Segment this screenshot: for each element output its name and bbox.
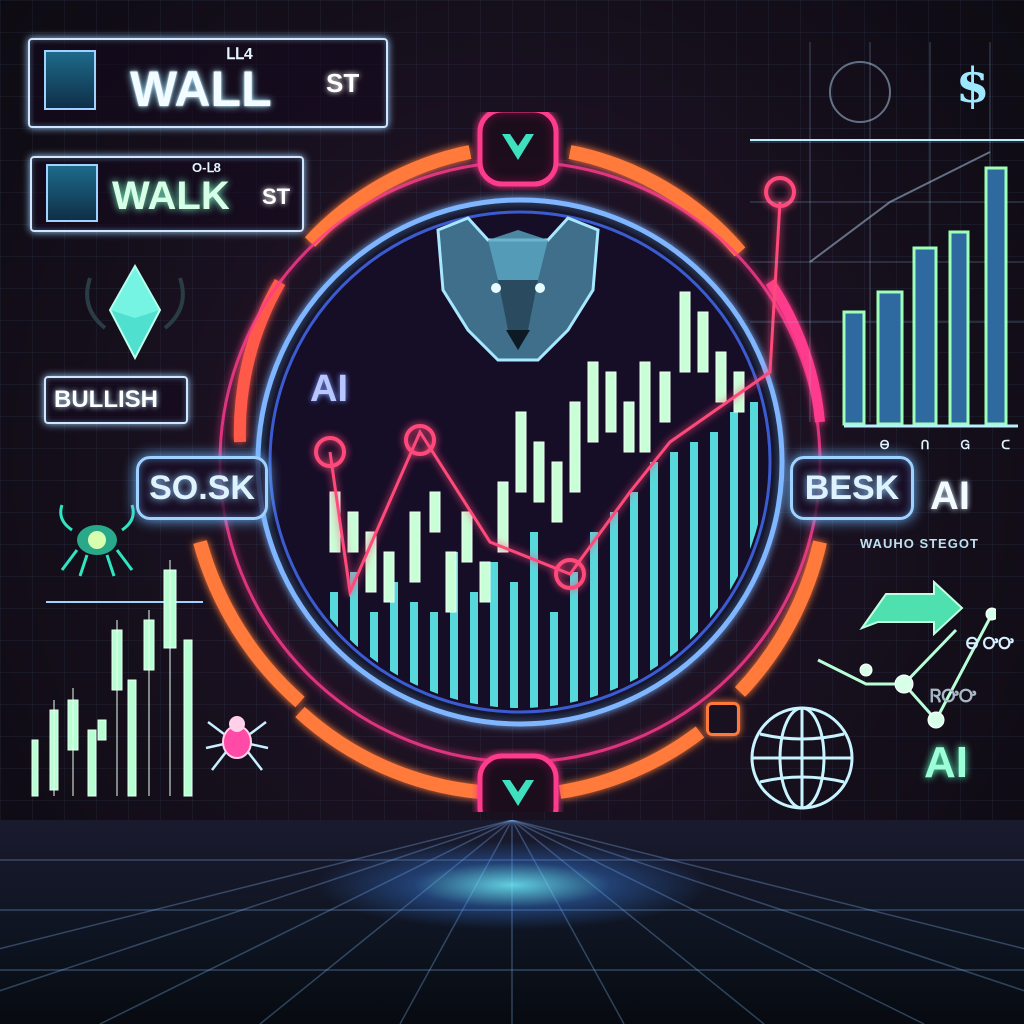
spider-icon [205,716,269,771]
sign-tag: O-ᒪ8 [192,160,221,175]
right-strip-label: WAUHO STEGOT [860,536,979,551]
bear-head-icon [436,216,600,362]
so-sk-button[interactable]: SO.SK [136,456,268,520]
sign-ticker: ST [326,68,360,98]
crab-icon [59,504,135,577]
sign-title: WALK [112,174,230,218]
besk-button[interactable]: BESK [790,456,914,520]
wall-st-sign: ᒪᒪ4 WALL ST [28,38,388,128]
arrow-right-icon [859,580,964,636]
right-small-label: Ꮎ ᎤᎤ [966,636,1014,653]
right-bar-chart [750,42,1024,428]
ai-right-label: AI [930,474,970,518]
floor-glow [312,840,712,930]
sign-image [44,50,96,110]
ai-bottom-right-label: AI [924,738,968,787]
diamond-crystal-icon [85,263,185,361]
sign-ticker: ST [262,184,291,209]
small-badge [706,702,740,736]
sign-title: WALL [130,61,272,117]
walk-st-sign: O-ᒪ8 WALK ST [30,156,304,232]
dollar-symbol: $ [956,58,990,114]
globe-icon [750,706,854,810]
bullish-label: BULLISH [54,386,158,413]
right-tiny-label: ᏒᎤᎤ [930,686,977,706]
bullish-sign: BULLISH [44,376,188,424]
left-candlestick-chart [31,560,203,797]
axis-marks: Ꮎ ᑎ Ꮐ ᑕ [880,438,1024,452]
ai-center-label: AI [310,368,348,410]
central-market-circle [193,112,827,812]
sign-image [46,164,98,222]
sign-tag: ᒪᒪ4 [226,46,253,63]
bottom-right-line-chart [817,607,996,729]
